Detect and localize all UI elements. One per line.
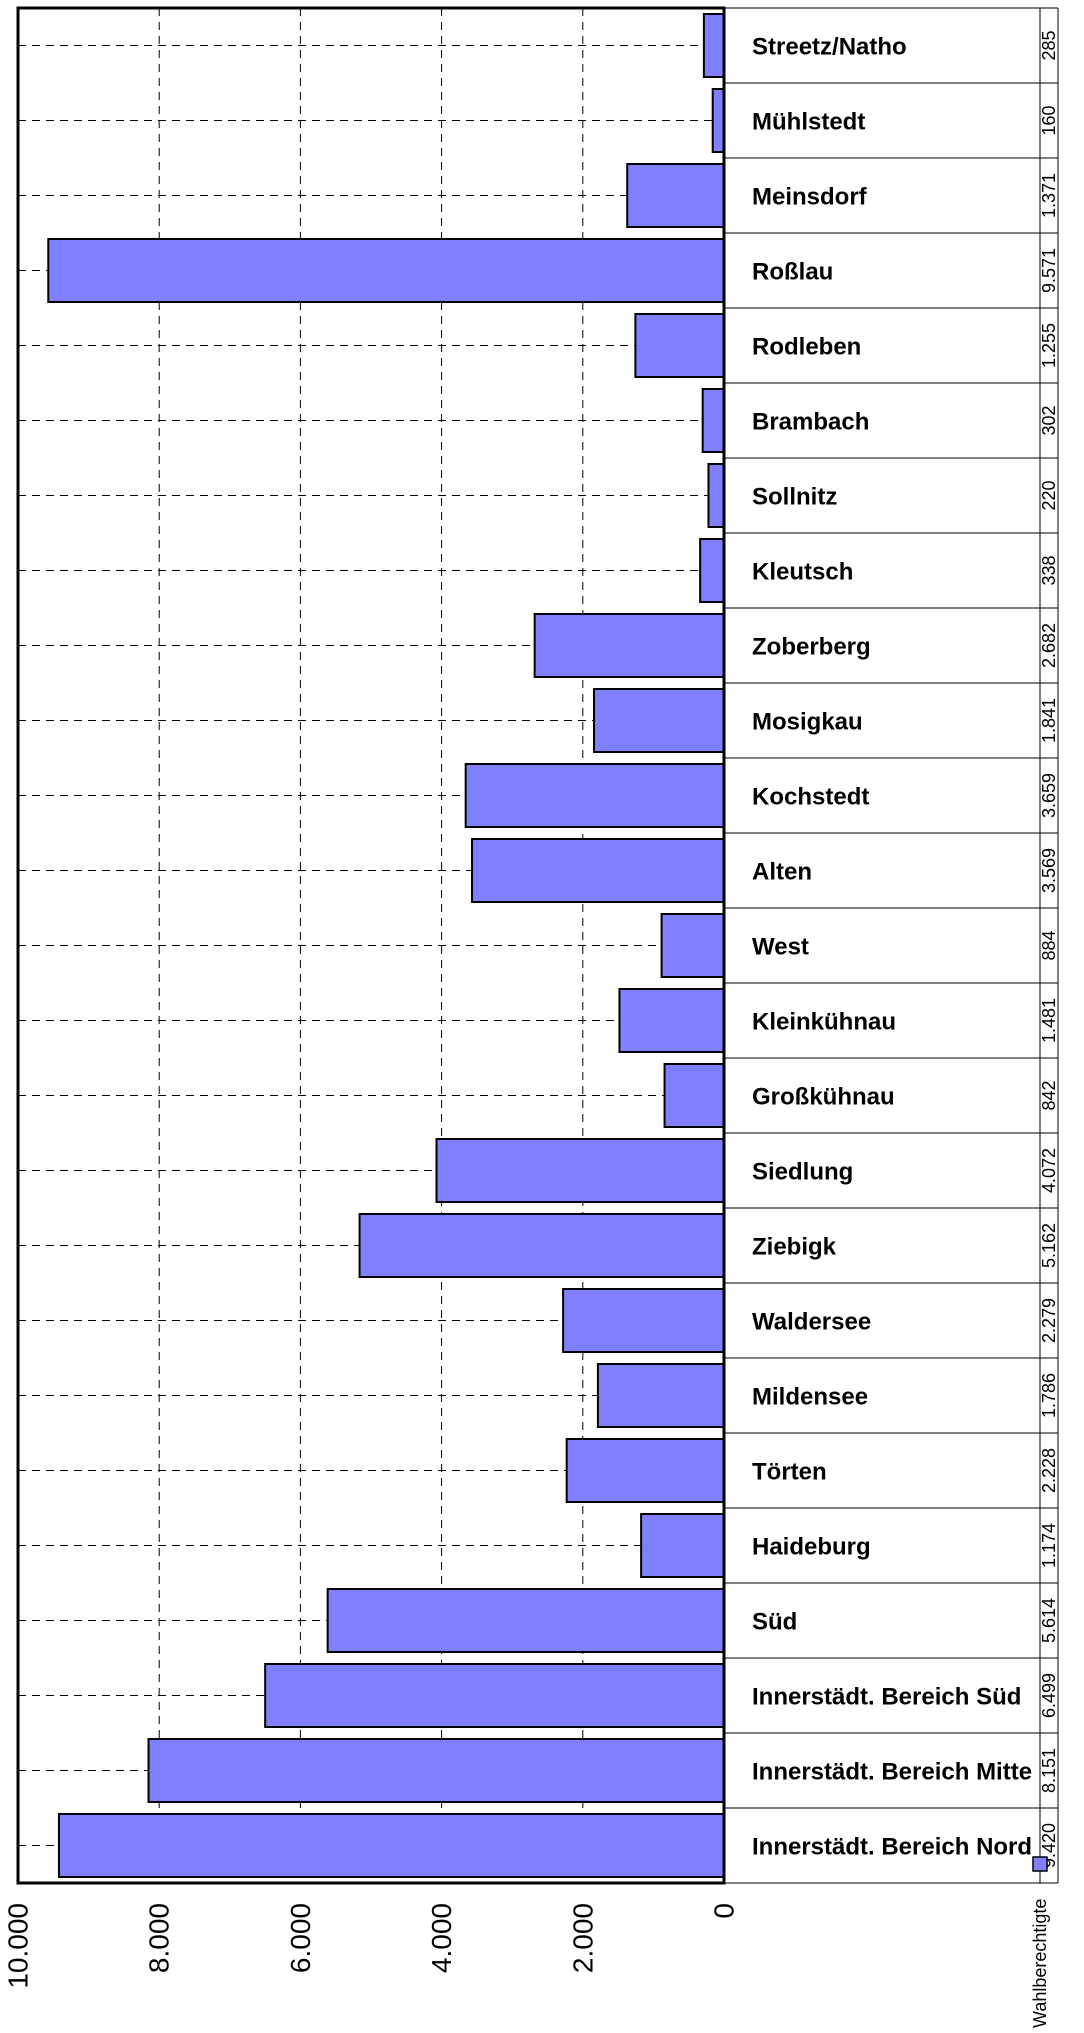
category-label: Alten bbox=[752, 859, 812, 886]
category-label: Ziebigk bbox=[752, 1234, 837, 1261]
category-label: Kleinkühnau bbox=[752, 1009, 896, 1036]
bar bbox=[699, 538, 726, 603]
category-label: West bbox=[752, 934, 809, 961]
category-label: Mosigkau bbox=[752, 709, 863, 736]
category-label: Roßlau bbox=[752, 259, 833, 286]
value-label: 160 bbox=[1039, 105, 1059, 135]
value-label: 1.371 bbox=[1039, 173, 1059, 218]
bar bbox=[435, 1138, 725, 1203]
category-label: Kochstedt bbox=[752, 784, 869, 811]
tick-label: 2.000 bbox=[567, 1903, 598, 1973]
value-label: 1.174 bbox=[1039, 1523, 1059, 1568]
plot-border bbox=[16, 6, 726, 1885]
value-label: 3.659 bbox=[1039, 773, 1059, 818]
bar bbox=[701, 388, 725, 453]
bar bbox=[533, 613, 726, 678]
value-label: 1.841 bbox=[1039, 698, 1059, 743]
bar bbox=[618, 988, 726, 1053]
category-label: Süd bbox=[752, 1609, 797, 1636]
value-label: 884 bbox=[1039, 930, 1059, 960]
bar bbox=[264, 1663, 725, 1728]
legend-item: Wahlberechtigte bbox=[1030, 1856, 1050, 2028]
category-label: Zoberberg bbox=[752, 634, 871, 661]
bar bbox=[660, 913, 725, 978]
category-label: Meinsdorf bbox=[752, 184, 868, 211]
bar bbox=[471, 838, 725, 903]
bar bbox=[634, 313, 725, 378]
value-label: 6.499 bbox=[1039, 1673, 1059, 1718]
value-label: 285 bbox=[1039, 30, 1059, 60]
category-label: Großkühnau bbox=[752, 1084, 895, 1111]
category-label: Sollnitz bbox=[752, 484, 837, 511]
value-label: 2.228 bbox=[1039, 1448, 1059, 1493]
tick-label: 0 bbox=[709, 1903, 740, 1919]
value-label: 2.682 bbox=[1039, 623, 1059, 668]
category-label: Brambach bbox=[752, 409, 869, 436]
category-label: Mühlstedt bbox=[752, 109, 865, 136]
category-label: Innerstädt. Bereich Süd bbox=[752, 1684, 1021, 1711]
bar bbox=[626, 163, 725, 228]
bar bbox=[565, 1438, 725, 1503]
value-label: 1.255 bbox=[1039, 323, 1059, 368]
value-label: 5.162 bbox=[1039, 1223, 1059, 1268]
value-label: 338 bbox=[1039, 555, 1059, 585]
value-label: 220 bbox=[1039, 480, 1059, 510]
category-label: Kleutsch bbox=[752, 559, 853, 586]
bar bbox=[562, 1288, 725, 1353]
bar bbox=[640, 1513, 725, 1578]
bar bbox=[711, 88, 725, 153]
category-label: Streetz/Natho bbox=[752, 34, 907, 61]
bar bbox=[326, 1588, 725, 1653]
legend-swatch bbox=[1032, 1856, 1048, 1872]
tick-label: 6.000 bbox=[285, 1903, 316, 1973]
bar bbox=[663, 1063, 726, 1128]
category-label: Mildensee bbox=[752, 1384, 868, 1411]
value-label: 2.279 bbox=[1039, 1298, 1059, 1343]
value-label: 8.151 bbox=[1039, 1748, 1059, 1793]
value-label: 302 bbox=[1039, 405, 1059, 435]
value-label: 1.786 bbox=[1039, 1373, 1059, 1418]
bar bbox=[57, 1813, 726, 1878]
value-label: 3.569 bbox=[1039, 848, 1059, 893]
value-label: 5.614 bbox=[1039, 1598, 1059, 1643]
tick-label: 8.000 bbox=[144, 1903, 175, 1973]
value-axis: 0 2.000 4.000 6.000 8.000 10.000 bbox=[3, 1903, 740, 1989]
category-label: Rodleben bbox=[752, 334, 861, 361]
value-label: 842 bbox=[1039, 1080, 1059, 1110]
bar bbox=[596, 1363, 725, 1428]
bar bbox=[47, 238, 725, 303]
tick-label: 10.000 bbox=[3, 1903, 34, 1989]
bar bbox=[147, 1738, 725, 1803]
tick-label: 4.000 bbox=[426, 1903, 457, 1973]
category-label: Innerstädt. Bereich Nord bbox=[752, 1834, 1032, 1861]
legend: Wahlberechtigte bbox=[1030, 1856, 1050, 2028]
bar bbox=[464, 763, 725, 828]
category-label: Siedlung bbox=[752, 1159, 853, 1186]
bars bbox=[47, 13, 726, 1878]
category-label: Innerstädt. Bereich Mitte bbox=[752, 1759, 1032, 1786]
bar bbox=[702, 13, 726, 78]
value-label: 4.072 bbox=[1039, 1148, 1059, 1193]
category-label: Törten bbox=[752, 1459, 827, 1486]
category-rows: Streetz/Natho 285 Mühlstedt 160 Meinsdorf 1.3… bbox=[724, 7, 1059, 1884]
value-label: 9.571 bbox=[1039, 248, 1059, 293]
category-label: Haideburg bbox=[752, 1534, 871, 1561]
bar bbox=[358, 1213, 725, 1278]
category-label: Waldersee bbox=[752, 1309, 871, 1336]
legend-label: Wahlberechtigte bbox=[1030, 1899, 1050, 2028]
plot-frame bbox=[16, 6, 726, 1885]
value-label: 1.481 bbox=[1039, 998, 1059, 1043]
bar bbox=[593, 688, 725, 753]
bar bbox=[707, 463, 726, 528]
